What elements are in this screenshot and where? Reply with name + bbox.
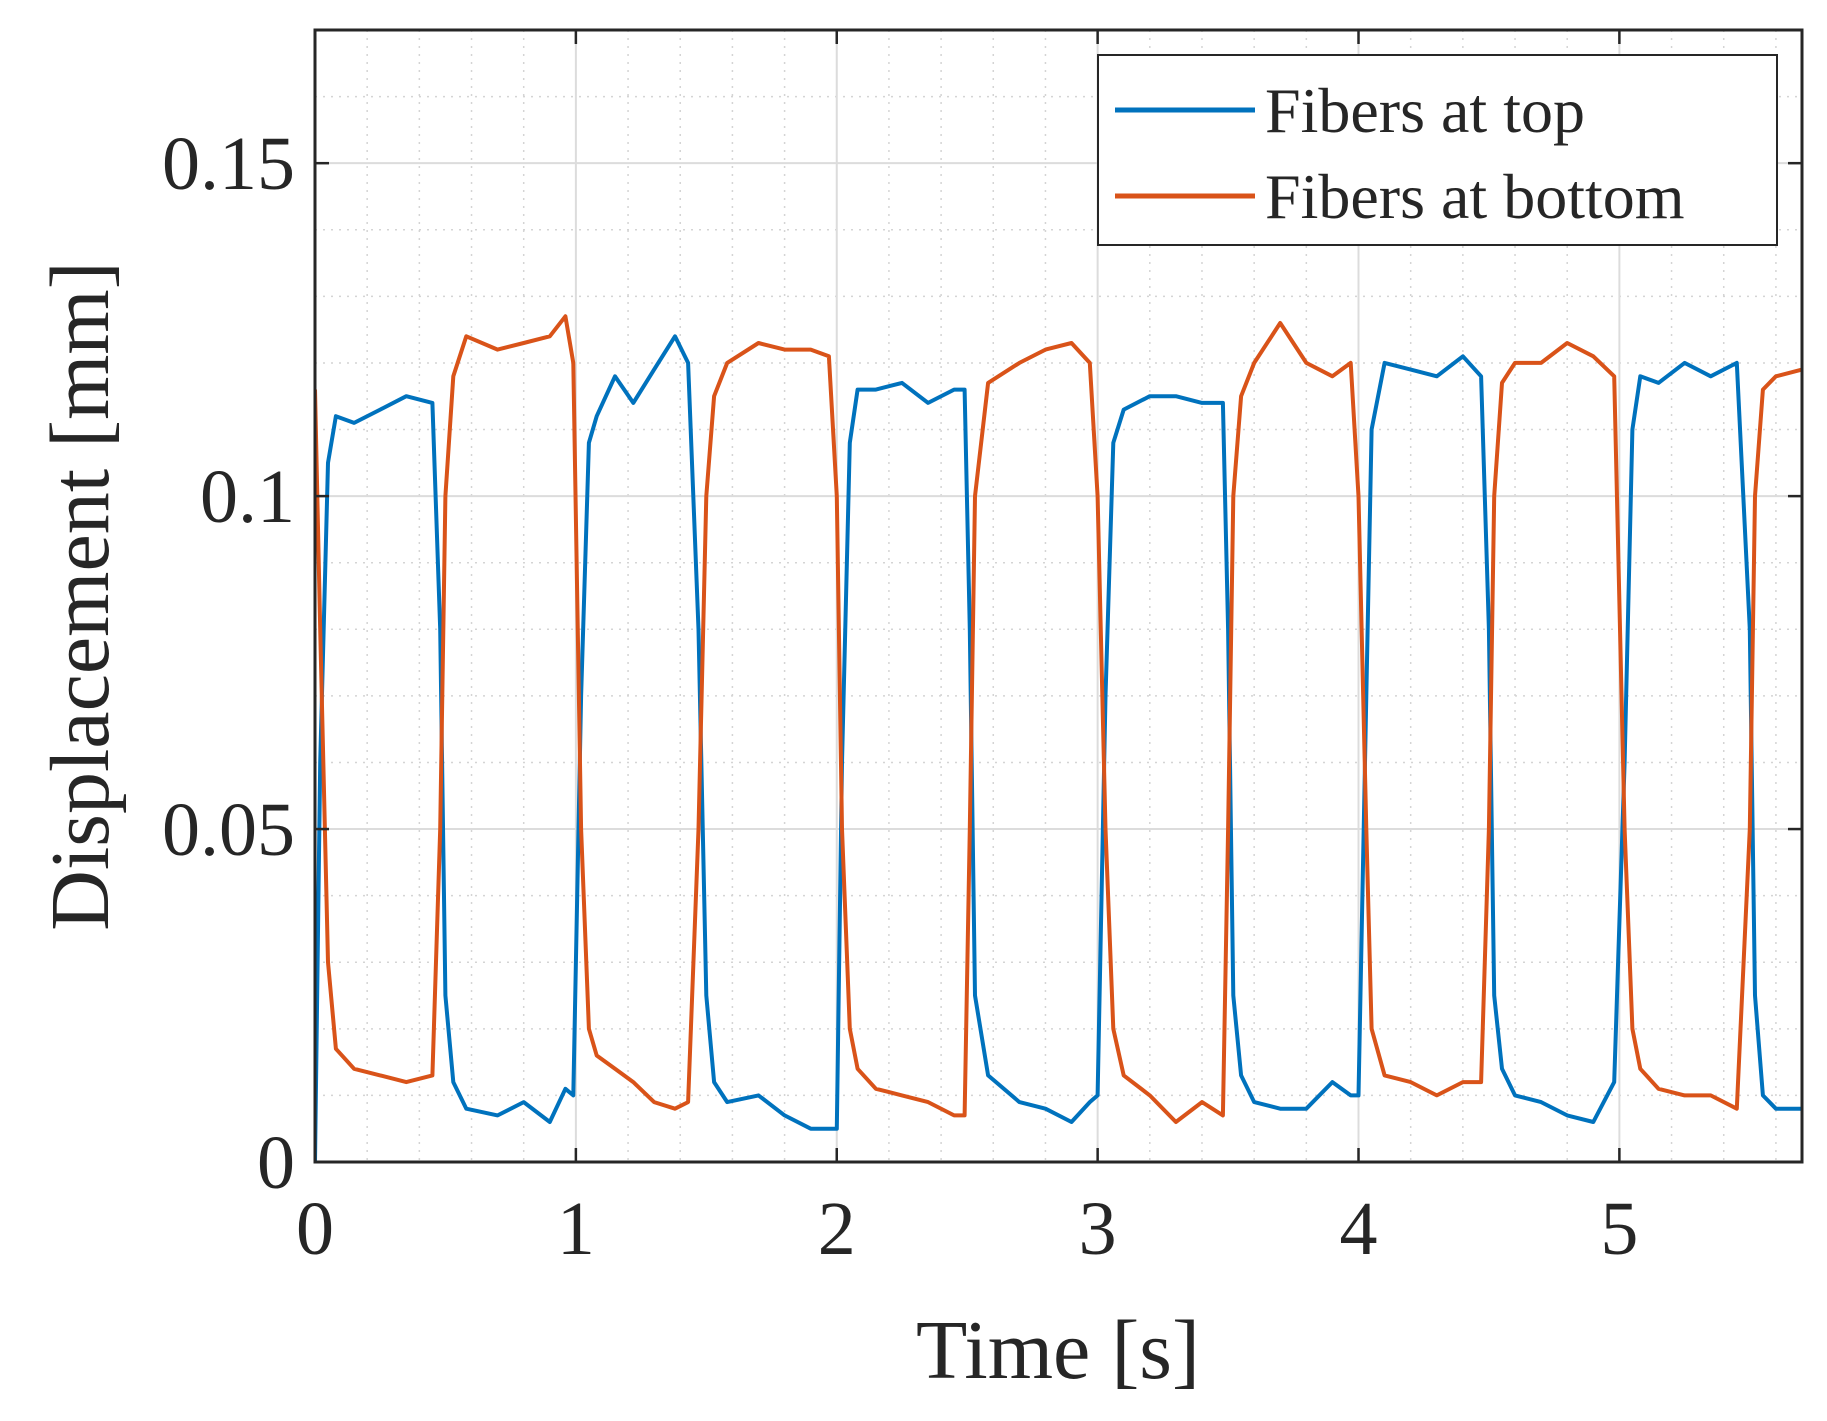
x-tick-label: 2	[818, 1187, 856, 1271]
series-line-fibers-at-bottom	[315, 314, 1802, 1124]
x-tick-label: 0	[296, 1187, 334, 1271]
legend-label-bottom: Fibers at bottom	[1265, 161, 1685, 232]
axes-box	[313, 28, 1804, 1164]
x-axis-label: Time [s]	[916, 1304, 1200, 1397]
x-tick-labels: 0 1 2 3 4 5	[296, 1187, 1638, 1271]
legend: Fibers at top Fibers at bottom	[1097, 54, 1778, 246]
series-lines	[315, 314, 1802, 1162]
y-tick-label: 0.1	[200, 455, 295, 539]
y-tick-labels: 0 0.05 0.1 0.15	[162, 122, 295, 1205]
tick-marks	[313, 30, 1802, 1164]
legend-label-top: Fibers at top	[1265, 75, 1585, 146]
y-tick-label: 0.05	[162, 788, 295, 872]
x-tick-label: 5	[1600, 1187, 1638, 1271]
y-tick-label: 0.15	[162, 122, 295, 206]
y-tick-label: 0	[257, 1121, 295, 1205]
x-tick-label: 1	[557, 1187, 595, 1271]
series-line-fibers-at-top	[315, 334, 1802, 1162]
x-tick-label: 4	[1340, 1187, 1378, 1271]
legend-box	[1097, 54, 1778, 246]
y-axis-label: Displacement [mm]	[34, 261, 127, 930]
x-tick-label: 3	[1079, 1187, 1117, 1271]
